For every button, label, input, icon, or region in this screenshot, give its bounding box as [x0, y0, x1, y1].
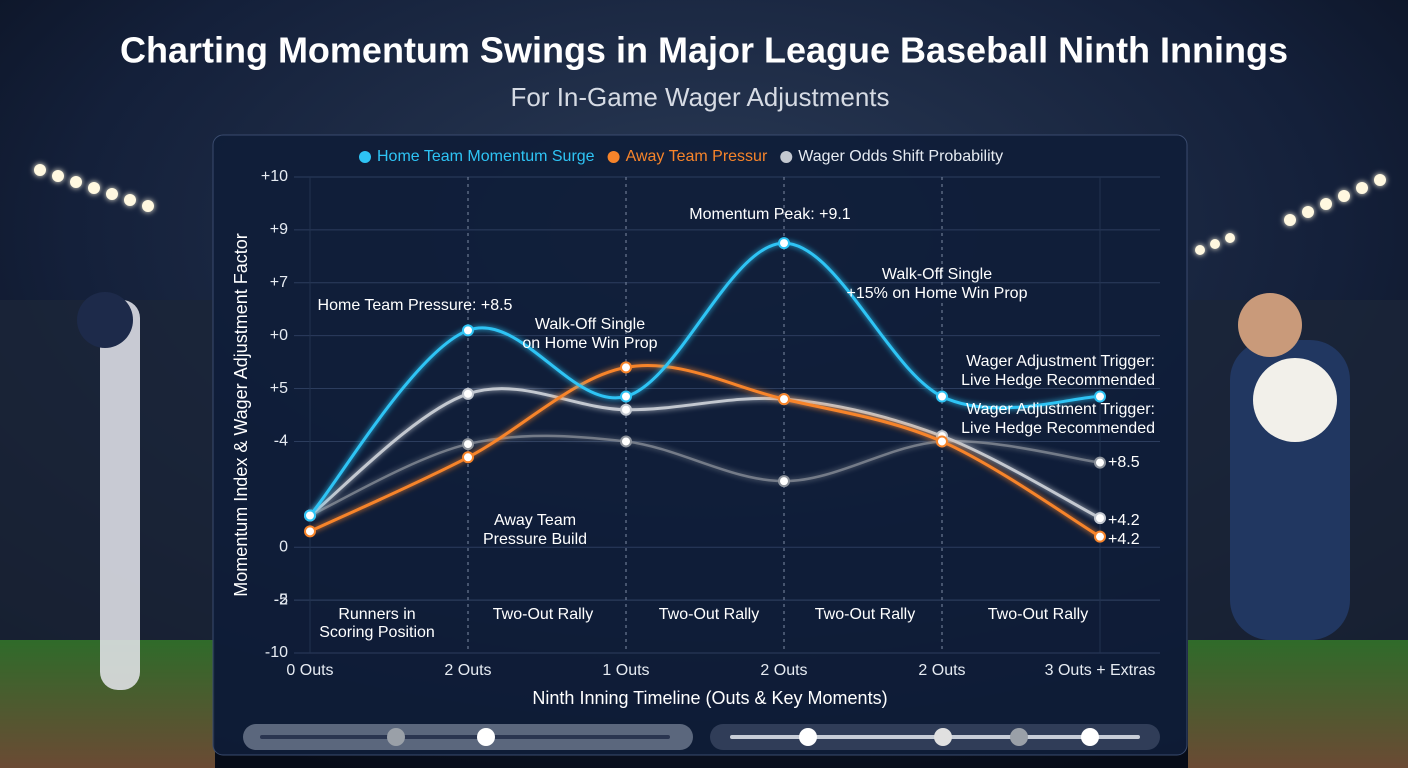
annotation: Home Team Pressure: +8.5: [318, 297, 513, 314]
phase-label: Two-Out Rally: [815, 606, 915, 623]
annotation: Wager Adjustment Trigger:: [966, 401, 1155, 418]
series-line: [309, 387, 1101, 520]
slider-knob[interactable]: [799, 728, 817, 746]
x-tick-label: 3 Outs + Extras: [1045, 662, 1156, 679]
point-label: +4.2: [1108, 531, 1140, 548]
data-point: [620, 435, 632, 448]
annotation: Momentum Peak: +9.1: [689, 206, 851, 223]
data-point: [462, 438, 474, 451]
point-label: +8.5: [1108, 454, 1140, 471]
y-tick-label: -2: [274, 591, 288, 608]
y-tick-label: +5: [270, 380, 288, 397]
data-point: [1094, 530, 1106, 543]
legend-marker: [780, 151, 793, 163]
slider-knob[interactable]: [477, 728, 495, 746]
y-tick-label: +7: [270, 274, 288, 291]
phase-label: Two-Out Rally: [493, 606, 593, 623]
legend-label: Wager Odds Shift Probability: [798, 148, 1003, 165]
slider-knob[interactable]: [1081, 728, 1099, 746]
phase-label: Two-Out Rally: [659, 606, 759, 623]
x-tick-label: 0 Outs: [286, 662, 333, 679]
x-tick-label: 1 Outs: [602, 662, 649, 679]
slider-knob[interactable]: [1010, 728, 1028, 746]
y-tick-label: +9: [270, 221, 288, 238]
annotation: Walk-Off Single: [882, 266, 992, 283]
data-point: [620, 361, 632, 374]
annotation: Live Hedge Recommended: [961, 420, 1155, 437]
data-point: [462, 387, 474, 400]
y-tick-label: +10: [261, 168, 288, 185]
legend-marker: [607, 151, 620, 163]
x-tick-label: 2 Outs: [918, 662, 965, 679]
data-point: [462, 451, 474, 464]
annotation: +15% on Home Win Prop: [847, 285, 1028, 302]
slider-bar: [243, 724, 1160, 750]
x-tick-label: 2 Outs: [760, 662, 807, 679]
stadium: [0, 164, 1408, 768]
data-point: [936, 435, 948, 448]
legend-marker: [359, 151, 371, 163]
annotation: Pressure Build: [483, 531, 587, 548]
data-point: [462, 324, 474, 337]
slider-knob[interactable]: [934, 728, 952, 746]
data-point: [1094, 512, 1106, 525]
y-axis-label: Momentum Index & Wager Adjustment Factor: [231, 233, 251, 596]
point-label: +4.2: [1108, 512, 1140, 529]
y-tick-label: -4: [274, 433, 288, 450]
chart-subtitle: For In-Game Wager Adjustments: [510, 82, 889, 112]
annotation: on Home Win Prop: [522, 335, 657, 352]
annotation: Walk-Off Single: [535, 316, 645, 333]
legend-label: Home Team Momentum Surge: [377, 148, 595, 165]
data-point: [1094, 456, 1106, 469]
series-line: [309, 363, 1101, 538]
data-point: [304, 525, 316, 538]
annotation: Away Team: [494, 512, 576, 529]
annotation: Live Hedge Recommended: [961, 372, 1155, 389]
x-tick-label: 2 Outs: [444, 662, 491, 679]
chart-title: Charting Momentum Swings in Major League…: [120, 30, 1288, 71]
y-tick-label: 0: [279, 538, 288, 555]
phase-label: Runners in: [338, 606, 415, 623]
legend-label: Away Team Pressur: [626, 148, 768, 165]
data-point: [778, 393, 790, 406]
y-tick-label: +0: [270, 327, 288, 344]
slider-knob[interactable]: [387, 728, 405, 746]
y-tick-label: -10: [265, 644, 288, 661]
annotation: Wager Adjustment Trigger:: [966, 353, 1155, 370]
phase-label: Two-Out Rally: [988, 606, 1088, 623]
x-axis-label: Ninth Inning Timeline (Outs & Key Moment…: [532, 688, 887, 708]
y-tick-label: -5: [274, 591, 288, 608]
data-point: [304, 509, 316, 522]
data-point: [1094, 390, 1106, 403]
data-point: [620, 390, 632, 403]
phase-label: Scoring Position: [319, 624, 435, 641]
data-point: [778, 237, 790, 250]
data-point: [778, 475, 790, 488]
data-point: [620, 403, 632, 416]
data-point: [936, 390, 948, 403]
